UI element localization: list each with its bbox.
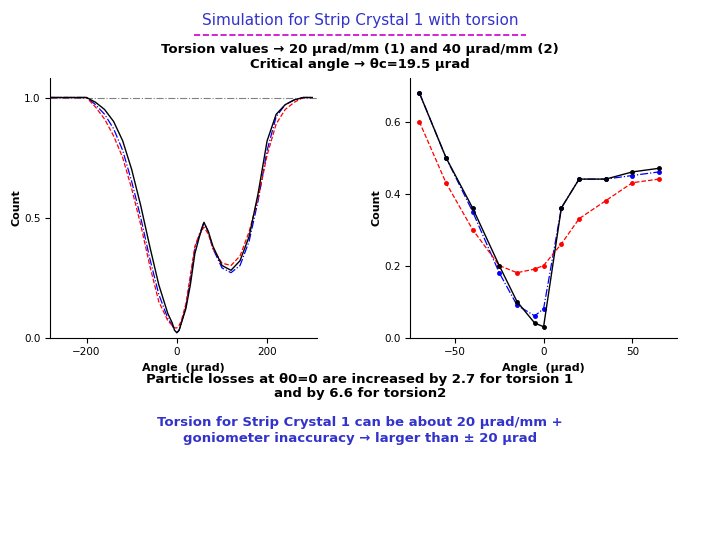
Text: Particle losses at θ0=0 are increased by 2.7 for torsion 1: Particle losses at θ0=0 are increased by… [146, 373, 574, 386]
X-axis label: Angle  (μrad): Angle (μrad) [143, 363, 225, 373]
Text: goniometer inaccuracy → larger than ± 20 μrad: goniometer inaccuracy → larger than ± 20… [183, 432, 537, 445]
Text: Critical angle → θc=19.5 μrad: Critical angle → θc=19.5 μrad [250, 58, 470, 71]
Y-axis label: Count: Count [372, 190, 382, 226]
X-axis label: Angle  (μrad): Angle (μrad) [503, 363, 585, 373]
Text: Simulation for Strip Crystal 1 with torsion: Simulation for Strip Crystal 1 with tors… [202, 14, 518, 29]
Text: Torsion for Strip Crystal 1 can be about 20 μrad/mm +: Torsion for Strip Crystal 1 can be about… [157, 416, 563, 429]
Text: and by 6.6 for torsion2: and by 6.6 for torsion2 [274, 387, 446, 400]
Text: Torsion values → 20 μrad/mm (1) and 40 μrad/mm (2): Torsion values → 20 μrad/mm (1) and 40 μ… [161, 43, 559, 56]
Y-axis label: Count: Count [12, 190, 22, 226]
